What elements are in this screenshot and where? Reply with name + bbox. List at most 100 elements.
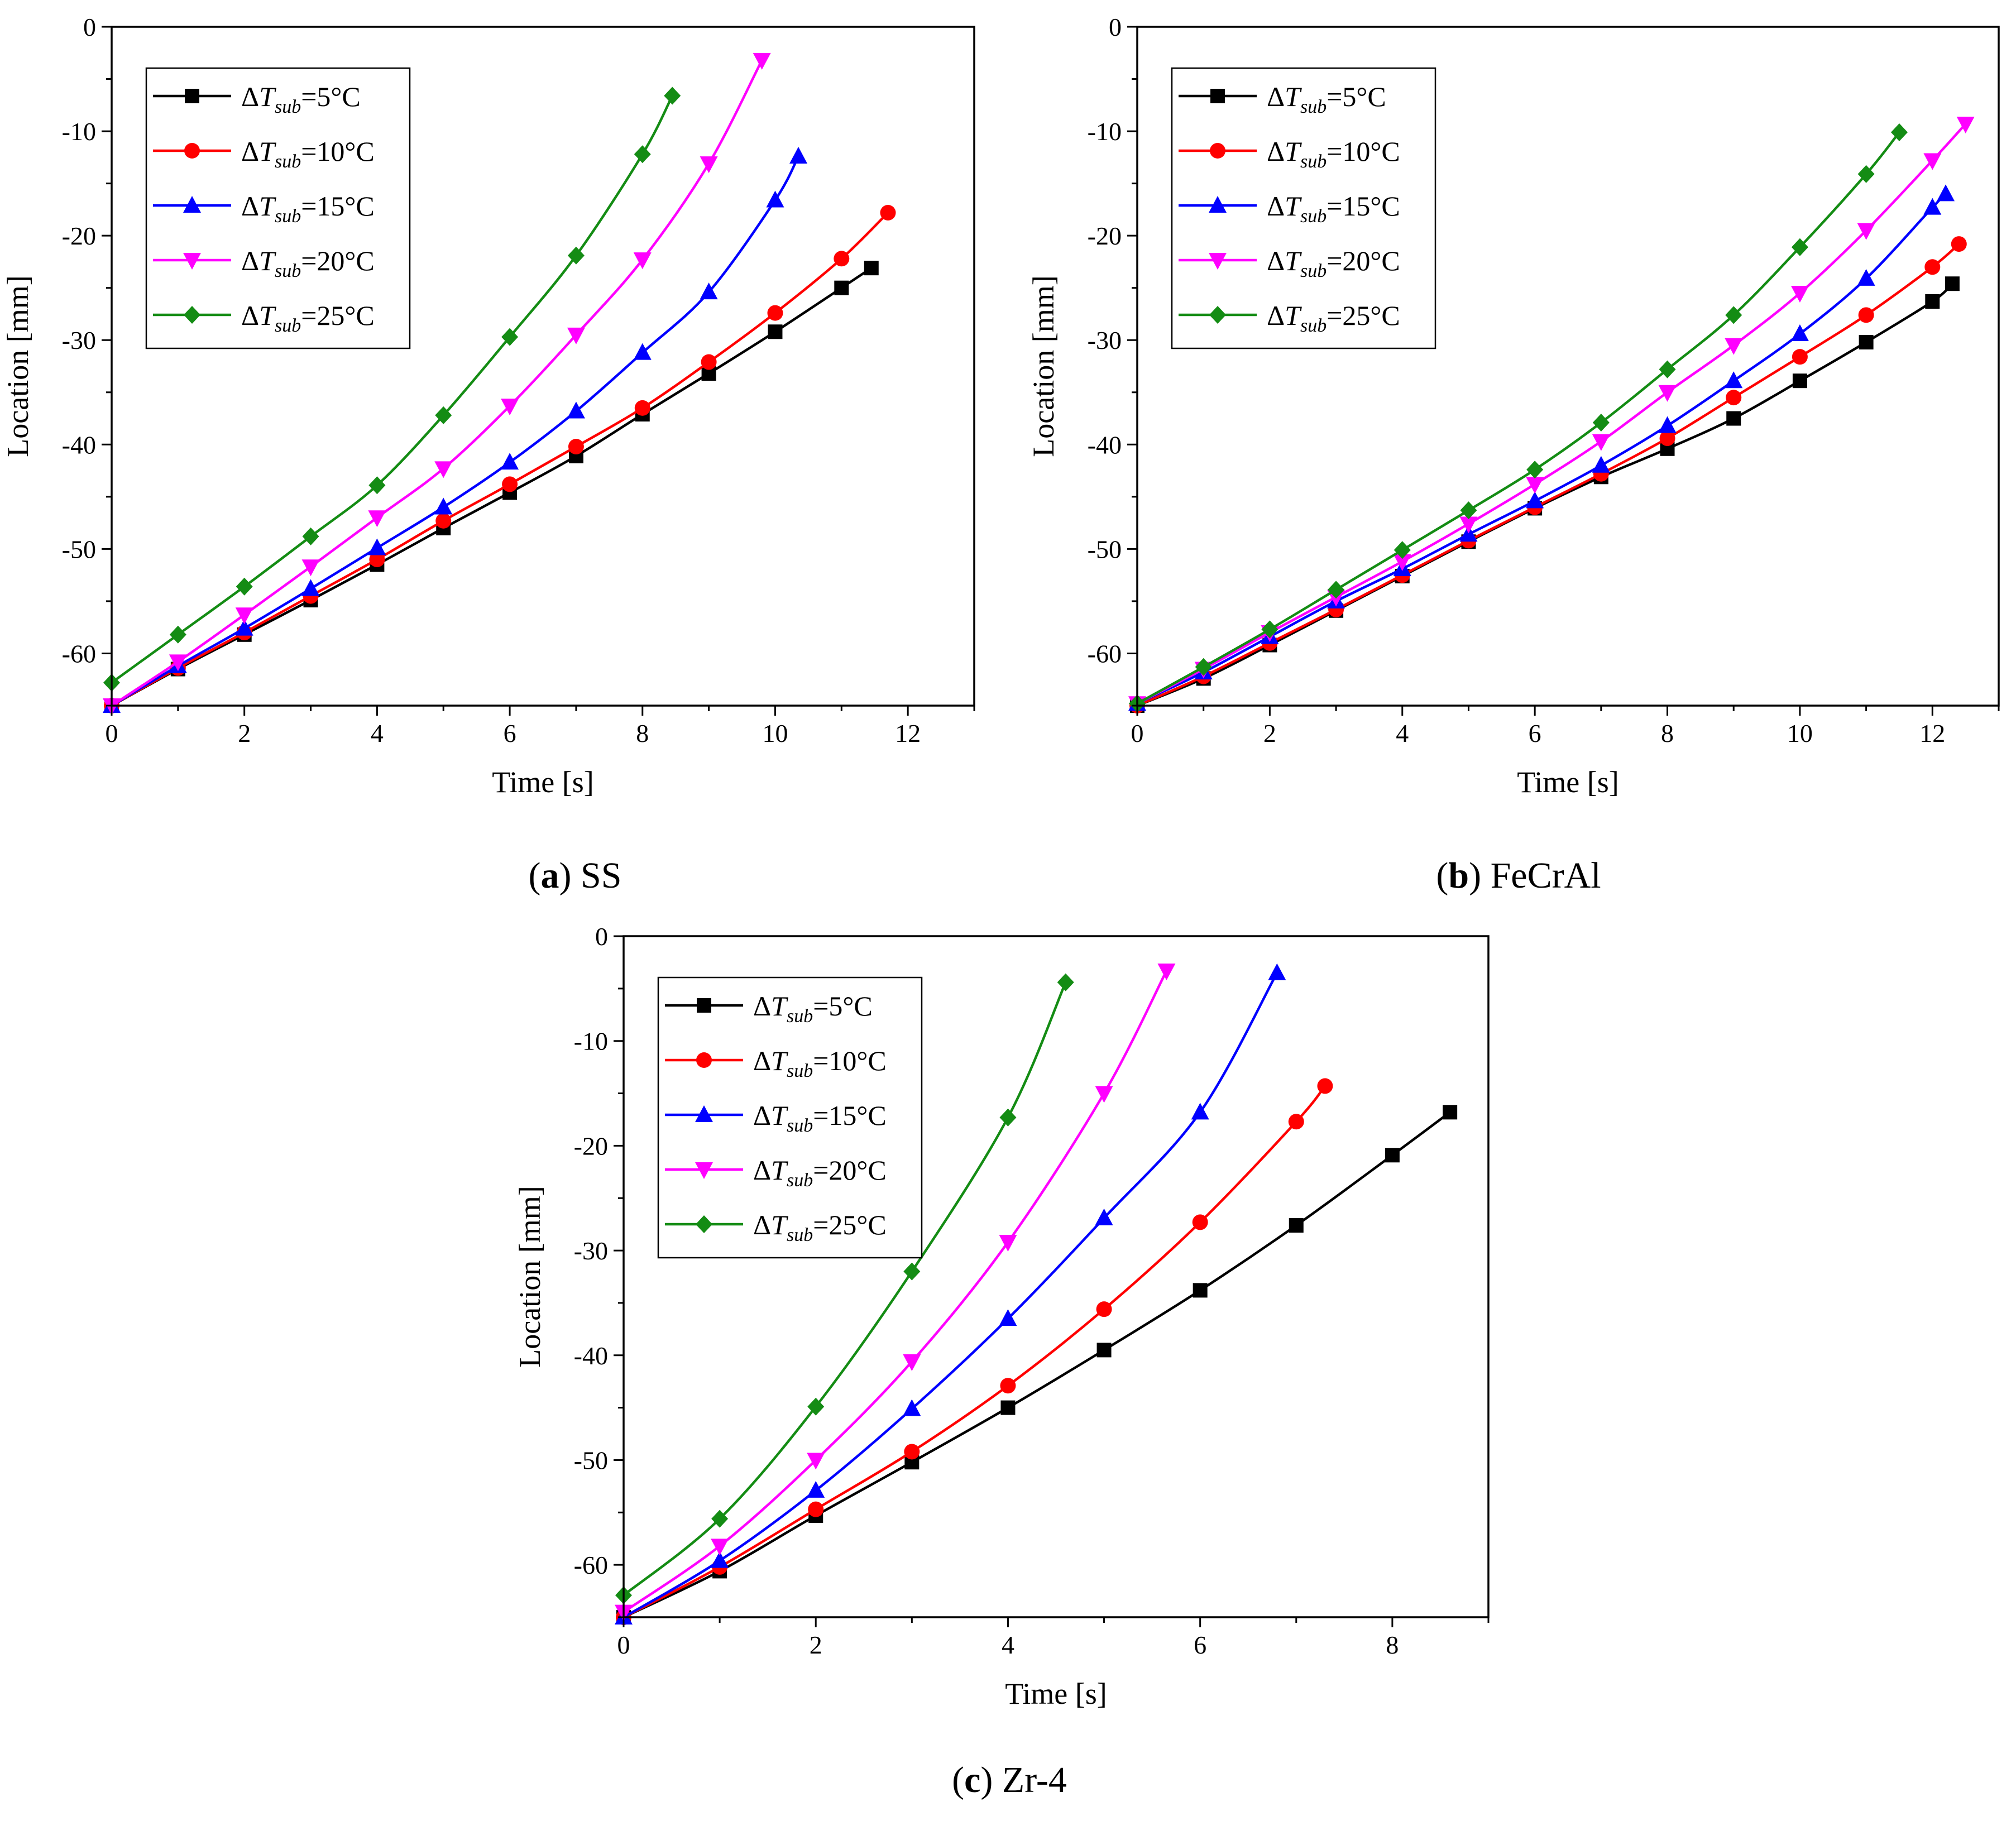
legend-label-b-0: ΔTsub=5°C (1267, 81, 1386, 117)
point-b-4-9 (1725, 306, 1742, 324)
x-tick-label-b-3: 6 (1529, 719, 1541, 747)
caption-a-letter: a (541, 855, 559, 896)
legend-label-c-1: ΔTsub=10°C (753, 1045, 887, 1081)
caption-b-letter: b (1448, 855, 1469, 896)
legend-label-b-2: ΔTsub=15°C (1267, 190, 1400, 227)
series-b-2 (1128, 184, 1955, 711)
y-tick-label-a-5: -50 (62, 535, 96, 563)
point-c-3-3 (903, 1354, 921, 1372)
legend-label-c-4: ΔTsub=25°C (753, 1209, 887, 1245)
y-tick-label-a-2: -20 (62, 222, 96, 250)
point-a-2-5 (434, 497, 453, 515)
point-c-0-6 (1193, 1283, 1208, 1298)
point-b-4-7 (1592, 414, 1610, 432)
point-a-1-12 (880, 204, 896, 221)
legend-item-c-0: ΔTsub=5°C (665, 990, 873, 1027)
point-b-0-12 (1925, 294, 1940, 309)
legend-marker-c-2 (695, 1105, 713, 1122)
point-b-0-11 (1859, 334, 1874, 349)
point-c-2-7 (1268, 963, 1286, 980)
legend-label-a-4: ΔTsub=25°C (241, 300, 375, 336)
point-a-0-11 (834, 280, 849, 295)
point-a-0-10 (768, 324, 783, 339)
legend-label-a-0: ΔTsub=5°C (241, 81, 361, 117)
point-c-2-4 (999, 1309, 1017, 1326)
series-line-b-3 (1136, 123, 1967, 705)
series-b-4 (1129, 123, 1908, 713)
y-tick-label-a-6: -60 (62, 639, 96, 668)
series-line-a-4 (111, 95, 674, 684)
x-tick-label-c-0: 0 (617, 1631, 630, 1659)
point-a-1-9 (701, 354, 717, 370)
point-b-3-4 (1393, 554, 1411, 571)
legend-item-b-0: ΔTsub=5°C (1179, 81, 1386, 117)
x-tick-label-c-3: 6 (1194, 1631, 1206, 1659)
point-c-1-6 (1192, 1214, 1208, 1230)
point-a-2-6 (501, 453, 519, 470)
point-a-4-6 (501, 328, 519, 346)
point-a-3-3 (301, 559, 320, 577)
legend-item-c-2: ΔTsub=15°C (665, 1100, 887, 1136)
point-a-2-8 (633, 343, 652, 360)
point-c-2-2 (807, 1480, 825, 1498)
series-b-3 (1128, 116, 1975, 713)
point-a-1-7 (568, 439, 584, 455)
point-b-1-9 (1726, 390, 1742, 406)
x-axis-title-b: Time [s] (1517, 765, 1619, 799)
point-b-4-8 (1659, 360, 1676, 378)
panel-c-zr4: 0 2 4 6 8 0 -10 -20 -30 -40 -50 -60 Time [s] Location… (513, 922, 1490, 1710)
point-a-3-1 (169, 654, 187, 672)
x-tick-label-a-4: 8 (636, 719, 649, 747)
point-a-3-10 (753, 52, 771, 70)
y-tick-label-c-0: 0 (595, 922, 608, 951)
legend-marker-b-3 (1209, 253, 1227, 270)
legend-label-b-3: ΔTsub=20°C (1267, 245, 1400, 281)
point-b-1-10 (1792, 349, 1808, 365)
x-axis-title-a: Time [s] (492, 765, 594, 799)
point-c-3-5 (1095, 1086, 1113, 1103)
point-a-2-2 (235, 619, 253, 636)
point-c-2-1 (711, 1551, 729, 1568)
y-tick-label-c-5: -50 (574, 1446, 608, 1474)
caption-b-text: FeCrAl (1491, 855, 1601, 896)
series-line-c-0 (623, 1111, 1451, 1619)
x-tick-label-a-6: 12 (895, 719, 921, 747)
x-tick-label-b-0: 0 (1131, 719, 1144, 747)
point-b-1-13 (1951, 236, 1967, 252)
legend-item-b-2: ΔTsub=15°C (1179, 190, 1400, 227)
point-a-1-10 (767, 305, 783, 321)
point-b-2-11 (1857, 269, 1875, 286)
legend-marker-a-4 (184, 306, 200, 324)
point-b-3-10 (1790, 286, 1809, 303)
legend-item-c-1: ΔTsub=10°C (665, 1045, 887, 1081)
y-tick-label-a-0: 0 (83, 13, 96, 41)
x-tick-label-b-6: 12 (1919, 719, 1945, 747)
legend-label-a-2: ΔTsub=15°C (241, 190, 375, 227)
point-c-2-5 (1095, 1208, 1113, 1225)
point-b-1-11 (1858, 307, 1874, 323)
axes-frame-b (1136, 26, 2000, 707)
caption-c-text: Zr-4 (1002, 1760, 1067, 1800)
x-tick-label-c-4: 8 (1386, 1631, 1399, 1659)
point-b-1-8 (1659, 430, 1675, 447)
legend-label-a-1: ΔTsub=10°C (241, 136, 375, 172)
point-c-1-4 (1000, 1378, 1016, 1394)
legend-item-c-4: ΔTsub=25°C (665, 1209, 887, 1245)
point-a-1-5 (435, 512, 452, 529)
legend-marker-b-2 (1209, 196, 1227, 213)
point-b-0-13 (1945, 276, 1960, 291)
y-tick-label-a-4: -40 (62, 430, 96, 459)
legend-marker-b-0 (1210, 89, 1225, 103)
panel-a-ss: 0 2 4 6 8 10 12 0 -10 -20 -30 -40 -50 -60 Time [s] Loca… (1, 13, 975, 799)
y-tick-label-c-3: -30 (574, 1237, 608, 1265)
x-tick-label-b-4: 8 (1661, 719, 1674, 747)
x-tick-label-a-0: 0 (106, 719, 118, 747)
point-a-3-4 (368, 510, 386, 528)
legend-item-a-4: ΔTsub=25°C (153, 300, 375, 336)
point-c-4-4 (999, 1108, 1017, 1127)
point-b-4-11 (1857, 165, 1875, 183)
point-c-3-6 (1157, 963, 1176, 980)
point-c-3-1 (711, 1539, 729, 1556)
series-a-2 (103, 146, 808, 713)
point-b-4-2 (1261, 620, 1278, 639)
